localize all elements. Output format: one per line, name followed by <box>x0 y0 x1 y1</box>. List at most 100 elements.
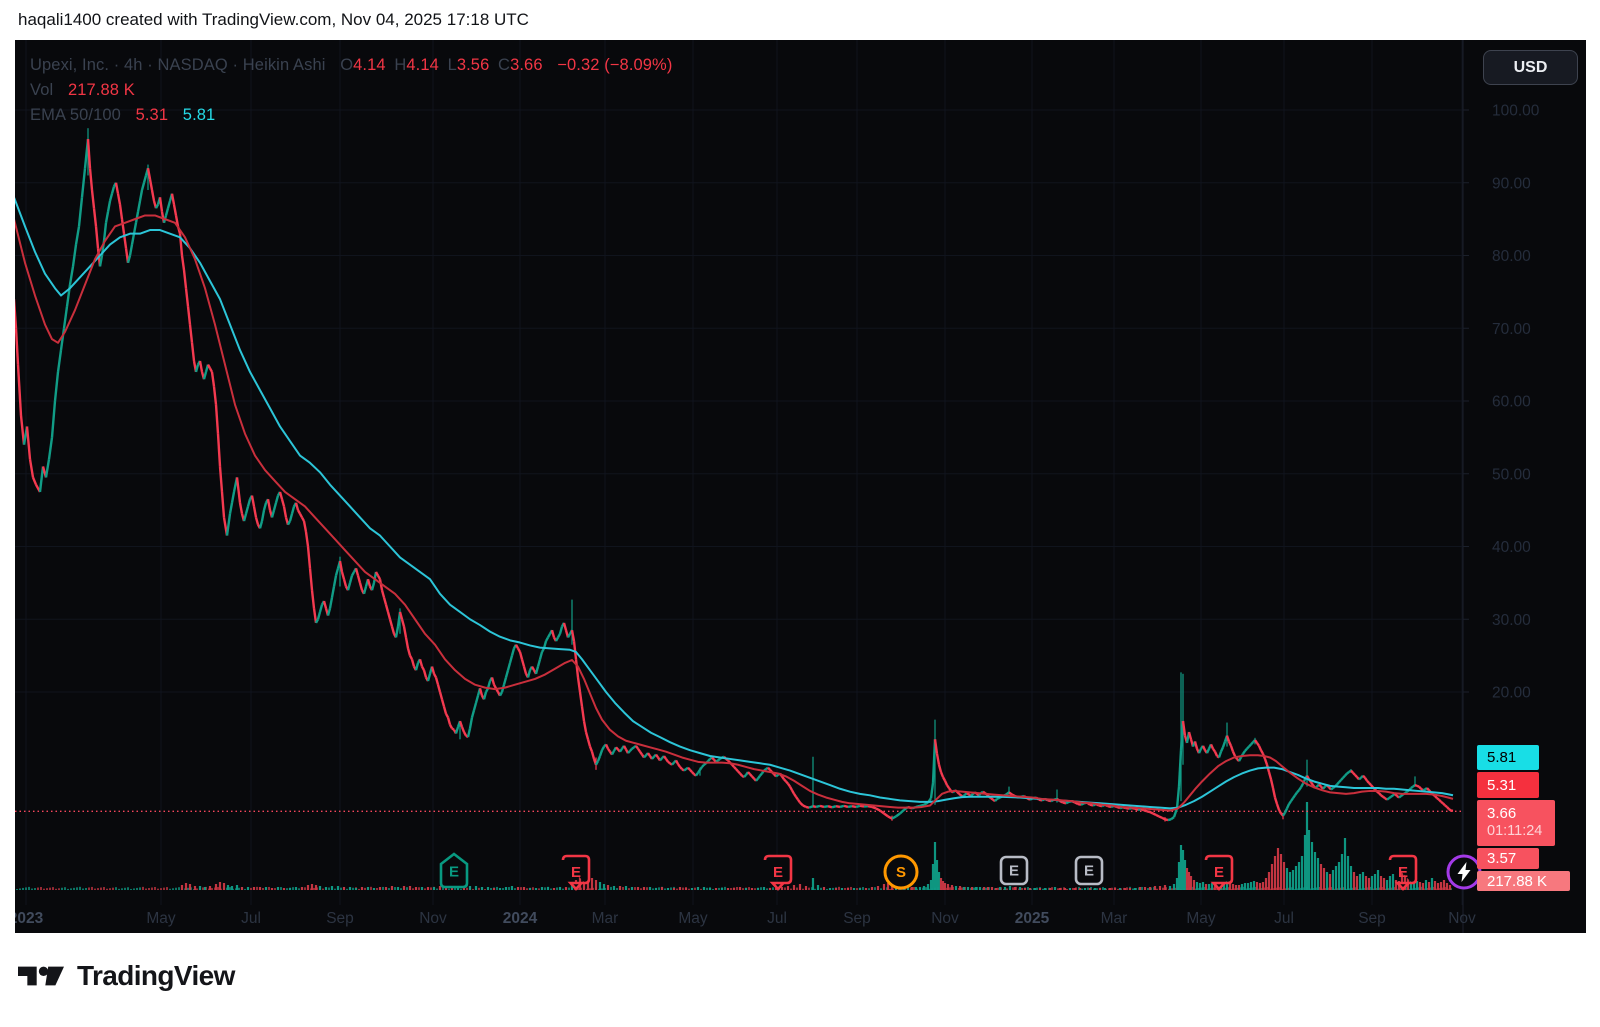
volume-bar <box>1355 876 1359 890</box>
x-axis-label: Sep <box>326 910 354 927</box>
ema50-value: 5.31 <box>135 106 169 124</box>
currency-toggle-button[interactable]: USD <box>1483 50 1578 85</box>
event-badge-earnings-miss[interactable]: E <box>1204 854 1234 891</box>
volume-bar <box>594 880 598 890</box>
volume-bar <box>1058 888 1062 890</box>
volume-bar <box>570 884 574 890</box>
volume-bar <box>1249 882 1253 890</box>
volume-bar <box>1264 878 1268 890</box>
volume-bar <box>336 886 340 890</box>
volume-bar <box>720 888 724 890</box>
volume-bar <box>1370 876 1374 890</box>
volume-bar <box>1285 868 1289 890</box>
event-badge-earnings-miss[interactable]: E <box>1388 854 1418 891</box>
volume-bar <box>1172 884 1176 890</box>
volume-bar <box>1346 856 1350 890</box>
volume-bar <box>498 888 502 890</box>
volume-bar <box>598 882 602 890</box>
volume-bar <box>1373 874 1377 890</box>
volume-bar <box>678 887 682 890</box>
volume-bar <box>1310 842 1314 890</box>
volume-bar <box>1322 868 1326 890</box>
volume-bar <box>811 878 815 890</box>
volume-bar <box>864 888 868 890</box>
event-badge-letter: E <box>449 864 459 881</box>
volume-bar <box>1379 876 1383 890</box>
volume-bar <box>1003 887 1007 890</box>
volume-bar <box>816 885 820 890</box>
volume-bar <box>914 887 918 890</box>
volume-bar <box>1276 848 1280 890</box>
volume-bar <box>1418 882 1422 890</box>
volume-bar <box>1108 888 1112 890</box>
volume-bar <box>1177 862 1181 890</box>
volume-bar <box>276 887 280 890</box>
x-axis-label: May <box>146 910 176 927</box>
event-badge-power[interactable] <box>1446 854 1482 890</box>
chart-legend[interactable]: Upexi, Inc. · 4h · NASDAQ · Heikin Ashi … <box>30 53 672 128</box>
volume-label-text: 217.88 K <box>1487 872 1548 890</box>
volume-label[interactable]: Vol <box>30 81 54 99</box>
ema50-line[interactable] <box>14 214 1454 812</box>
volume-bar <box>929 880 933 890</box>
volume-bar <box>230 886 234 890</box>
volume-bar <box>1195 882 1199 890</box>
volume-bar <box>1207 884 1211 890</box>
price-label-prev: 3.57 <box>1477 848 1539 869</box>
event-badge-earnings-miss[interactable]: E <box>561 854 591 891</box>
event-badge-earnings[interactable]: E <box>1074 855 1104 886</box>
volume-bar <box>1128 888 1132 890</box>
ema100-line[interactable] <box>14 197 1454 810</box>
volume-bar <box>528 888 532 890</box>
volume-bar <box>1083 888 1087 890</box>
last-price-text: 3.66 <box>1487 805 1517 822</box>
price-series <box>15 138 1454 822</box>
volume-bar <box>240 887 244 890</box>
volume-bar <box>708 888 712 890</box>
volume-bar <box>1313 852 1317 890</box>
volume-bar <box>931 864 935 890</box>
volume-bar <box>1231 884 1235 890</box>
event-badge-earnings[interactable]: E <box>999 855 1029 886</box>
volume-bar <box>1008 886 1012 890</box>
x-axis-label: Nov <box>419 910 447 927</box>
volume-bar <box>310 884 314 890</box>
volume-bar <box>1168 886 1172 890</box>
volume-bar <box>306 885 310 890</box>
volume-bar <box>852 888 856 890</box>
event-badge-split[interactable]: S <box>883 854 919 890</box>
volume-bar <box>684 888 688 890</box>
volume-bar <box>1213 885 1217 890</box>
volume-bar <box>474 886 478 890</box>
volume-bar <box>390 886 394 890</box>
volume-bar <box>1436 883 1440 890</box>
symbol-title[interactable]: Upexi, Inc. · 4h · NASDAQ · Heikin Ashi <box>30 56 326 74</box>
open-value: 4.14 <box>353 56 386 74</box>
volume-value: 217.88 K <box>67 81 135 99</box>
volume-bar <box>1361 872 1365 890</box>
event-badge-earnings-beat[interactable]: E <box>439 852 469 889</box>
volume-bar <box>974 887 978 890</box>
volume-bar <box>198 886 202 890</box>
y-axis-label: 30.00 <box>1492 612 1531 629</box>
volume-bar <box>258 887 262 890</box>
volume-bar <box>384 887 388 890</box>
event-badge-earnings-miss[interactable]: E <box>763 854 793 891</box>
volume-bar <box>846 888 850 890</box>
volume-bar <box>486 887 490 890</box>
volume-bar <box>1319 864 1323 890</box>
volume-bar <box>360 887 364 890</box>
volume-bar <box>1258 883 1262 890</box>
volume-bar <box>552 888 556 890</box>
time-axis[interactable] <box>15 905 1463 933</box>
volume-bar <box>660 887 664 890</box>
ema-label[interactable]: EMA 50/100 <box>30 106 121 124</box>
volume-bar <box>1433 881 1437 890</box>
volume-bar <box>602 884 606 890</box>
volume-bar <box>1078 888 1082 890</box>
low-value: 3.56 <box>456 56 490 74</box>
volume-bar <box>408 886 412 890</box>
tradingview-logo[interactable]: TradingView <box>18 960 235 992</box>
volume-bar <box>1415 881 1419 890</box>
